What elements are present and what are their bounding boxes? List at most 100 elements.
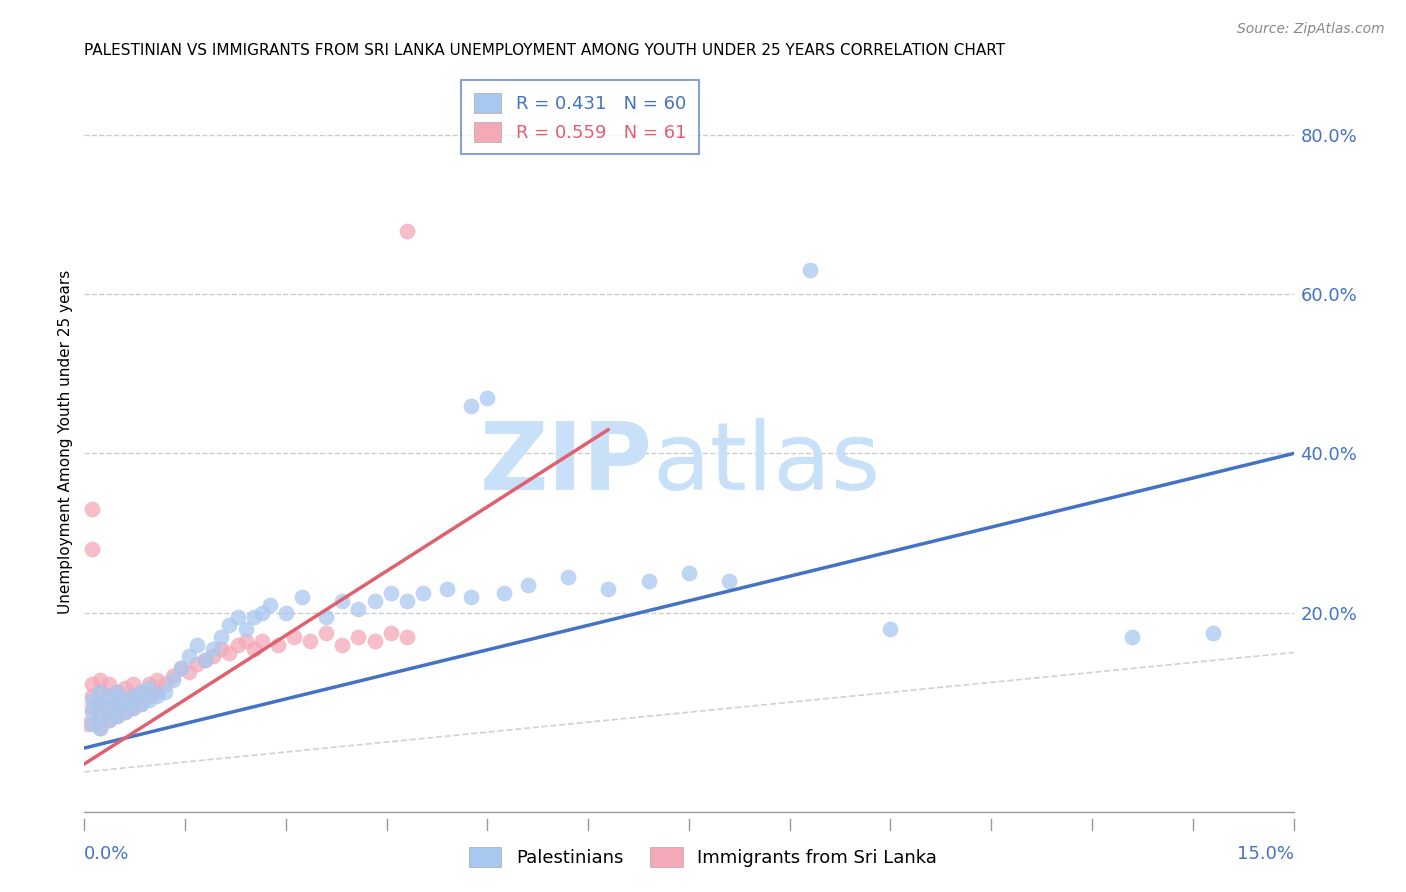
Point bbox=[879, 622, 901, 636]
Point bbox=[678, 566, 700, 580]
Point bbox=[186, 638, 208, 652]
Point bbox=[162, 673, 184, 688]
Point bbox=[283, 630, 305, 644]
Point bbox=[82, 690, 104, 704]
Point bbox=[1202, 625, 1225, 640]
Point bbox=[97, 701, 120, 715]
Text: 0.0%: 0.0% bbox=[84, 845, 129, 863]
Legend: R = 0.431   N = 60, R = 0.559   N = 61: R = 0.431 N = 60, R = 0.559 N = 61 bbox=[461, 80, 699, 154]
Point bbox=[347, 601, 370, 615]
Point bbox=[1121, 630, 1143, 644]
Text: atlas: atlas bbox=[652, 417, 882, 509]
Point bbox=[82, 541, 104, 556]
Point bbox=[412, 586, 434, 600]
Point bbox=[209, 641, 232, 656]
Point bbox=[363, 633, 385, 648]
Point bbox=[77, 717, 100, 731]
Point bbox=[82, 677, 104, 691]
Point bbox=[153, 677, 176, 691]
Legend: Palestinians, Immigrants from Sri Lanka: Palestinians, Immigrants from Sri Lanka bbox=[461, 839, 945, 874]
Point bbox=[89, 709, 111, 723]
Point bbox=[89, 698, 111, 712]
Y-axis label: Unemployment Among Youth under 25 years: Unemployment Among Youth under 25 years bbox=[58, 269, 73, 614]
Point bbox=[114, 705, 136, 719]
Point bbox=[218, 646, 240, 660]
Point bbox=[89, 685, 111, 699]
Point bbox=[799, 263, 821, 277]
Point bbox=[170, 661, 193, 675]
Point bbox=[202, 641, 225, 656]
Point bbox=[97, 713, 120, 727]
Point bbox=[718, 574, 741, 588]
Point bbox=[97, 690, 120, 704]
Point bbox=[138, 693, 160, 707]
Point bbox=[105, 685, 128, 699]
Point bbox=[89, 721, 111, 735]
Point bbox=[121, 677, 143, 691]
Point bbox=[82, 693, 104, 707]
Point bbox=[330, 593, 353, 607]
Point bbox=[242, 609, 264, 624]
Point bbox=[105, 709, 128, 723]
Point bbox=[105, 698, 128, 712]
Point bbox=[82, 717, 104, 731]
Point bbox=[315, 625, 337, 640]
Point bbox=[89, 721, 111, 735]
Point bbox=[138, 681, 160, 696]
Point bbox=[146, 685, 169, 699]
Point bbox=[186, 657, 208, 672]
Point bbox=[97, 690, 120, 704]
Point bbox=[121, 701, 143, 715]
Point bbox=[82, 701, 104, 715]
Point bbox=[242, 641, 264, 656]
Point bbox=[138, 690, 160, 704]
Point bbox=[114, 705, 136, 719]
Point bbox=[89, 709, 111, 723]
Point bbox=[516, 578, 538, 592]
Point bbox=[380, 586, 402, 600]
Point bbox=[194, 653, 217, 667]
Point bbox=[105, 685, 128, 699]
Point bbox=[226, 638, 249, 652]
Point bbox=[637, 574, 659, 588]
Point bbox=[363, 593, 385, 607]
Text: ZIP: ZIP bbox=[479, 417, 652, 509]
Point bbox=[436, 582, 458, 596]
Point bbox=[315, 609, 337, 624]
Point bbox=[274, 606, 297, 620]
Point bbox=[267, 638, 290, 652]
Point bbox=[380, 625, 402, 640]
Point bbox=[460, 590, 482, 604]
Point bbox=[209, 630, 232, 644]
Point bbox=[460, 399, 482, 413]
Point bbox=[114, 681, 136, 696]
Point bbox=[179, 649, 201, 664]
Point bbox=[330, 638, 353, 652]
Point bbox=[395, 223, 418, 237]
Point bbox=[395, 630, 418, 644]
Point bbox=[138, 677, 160, 691]
Point bbox=[194, 653, 217, 667]
Point bbox=[129, 698, 152, 712]
Point bbox=[250, 606, 273, 620]
Point bbox=[129, 698, 152, 712]
Point bbox=[218, 617, 240, 632]
Point bbox=[97, 701, 120, 715]
Point bbox=[598, 582, 620, 596]
Point bbox=[114, 693, 136, 707]
Point bbox=[557, 570, 579, 584]
Text: 15.0%: 15.0% bbox=[1236, 845, 1294, 863]
Point bbox=[235, 633, 257, 648]
Point bbox=[202, 649, 225, 664]
Point bbox=[129, 685, 152, 699]
Point bbox=[179, 665, 201, 680]
Point bbox=[121, 690, 143, 704]
Point bbox=[105, 709, 128, 723]
Point bbox=[121, 701, 143, 715]
Point bbox=[226, 609, 249, 624]
Point bbox=[105, 698, 128, 712]
Point bbox=[250, 633, 273, 648]
Point bbox=[477, 391, 499, 405]
Point bbox=[235, 622, 257, 636]
Point bbox=[82, 705, 104, 719]
